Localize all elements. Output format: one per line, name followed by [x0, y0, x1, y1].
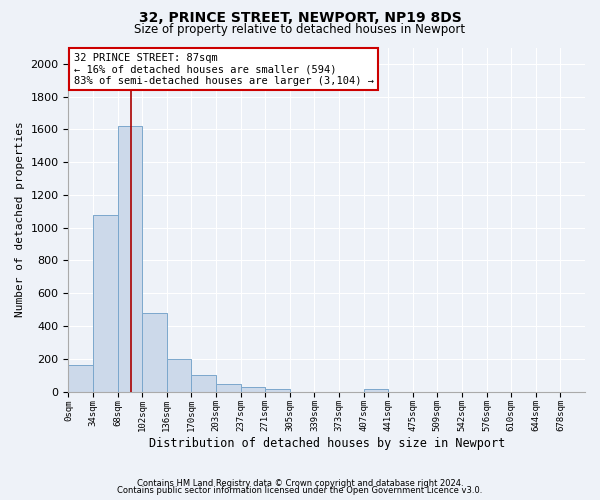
Bar [191, 375, 216, 392]
Text: Size of property relative to detached houses in Newport: Size of property relative to detached ho… [134, 22, 466, 36]
Bar [364, 388, 388, 392]
Bar [118, 126, 142, 392]
X-axis label: Distribution of detached houses by size in Newport: Distribution of detached houses by size … [149, 437, 505, 450]
Y-axis label: Number of detached properties: Number of detached properties [15, 122, 25, 318]
Bar [216, 384, 241, 392]
Text: Contains public sector information licensed under the Open Government Licence v3: Contains public sector information licen… [118, 486, 482, 495]
Bar [142, 313, 167, 392]
Bar [241, 386, 265, 392]
Bar [167, 359, 191, 392]
Text: Contains HM Land Registry data © Crown copyright and database right 2024.: Contains HM Land Registry data © Crown c… [137, 478, 463, 488]
Text: 32 PRINCE STREET: 87sqm
← 16% of detached houses are smaller (594)
83% of semi-d: 32 PRINCE STREET: 87sqm ← 16% of detache… [74, 52, 374, 86]
Bar [68, 364, 93, 392]
Text: 32, PRINCE STREET, NEWPORT, NP19 8DS: 32, PRINCE STREET, NEWPORT, NP19 8DS [139, 11, 461, 25]
Bar [265, 388, 290, 392]
Bar [93, 214, 118, 392]
